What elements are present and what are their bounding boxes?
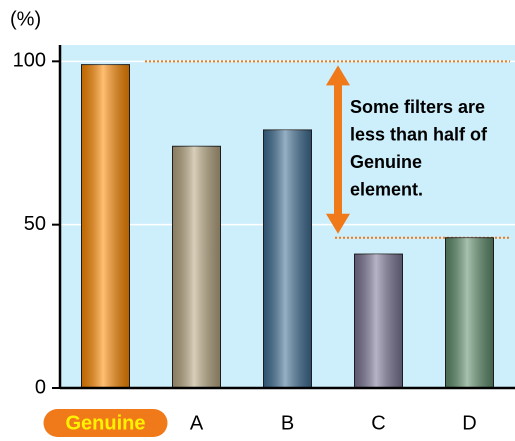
x-tick-label: D xyxy=(462,412,476,434)
annotation: Genuine xyxy=(350,152,422,172)
bar-shine xyxy=(445,237,494,388)
bar-shine xyxy=(81,64,130,388)
x-tick-label: A xyxy=(190,412,204,434)
bar-shine xyxy=(172,146,221,388)
y-axis-label: (%) xyxy=(10,8,41,30)
y-tick-label: 50 xyxy=(24,213,46,235)
x-tick-label: B xyxy=(281,412,294,434)
annotation: element. xyxy=(350,179,423,199)
annotation: less than half of xyxy=(350,124,488,144)
annotation: Some filters are xyxy=(350,97,485,117)
arrow-head xyxy=(326,65,350,86)
bar-shine xyxy=(354,254,403,388)
y-tick-label: 0 xyxy=(35,376,46,398)
arrow-head xyxy=(326,213,350,234)
y-tick-label: 100 xyxy=(13,50,46,72)
category-highlight xyxy=(43,409,168,437)
bar-shine xyxy=(263,129,312,388)
x-tick-label: C xyxy=(371,412,385,434)
x-tick-label: Genuine xyxy=(65,412,145,434)
